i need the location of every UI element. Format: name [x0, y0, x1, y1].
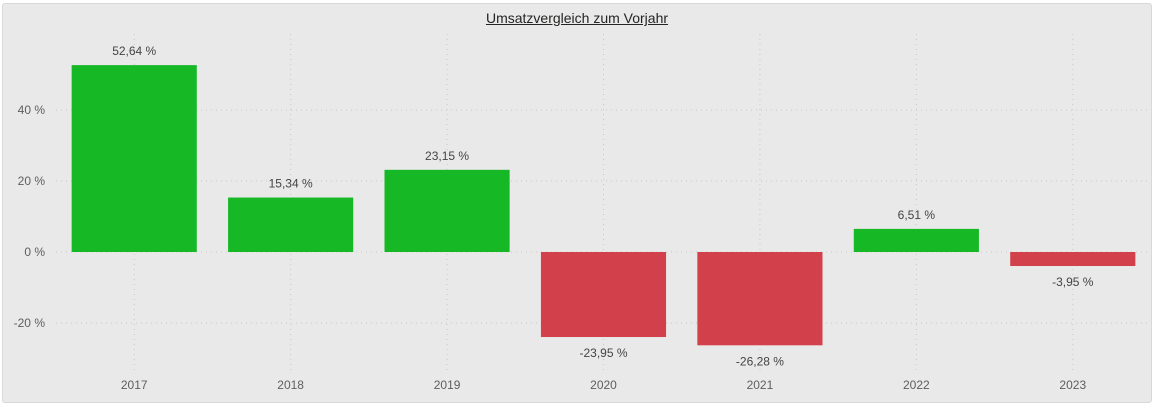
data-label-2018: 15,34 %: [269, 177, 313, 191]
data-label-2021: -26,28 %: [736, 354, 784, 368]
x-tick-label-2020: 2020: [590, 378, 617, 392]
x-tick-label-2018: 2018: [277, 378, 304, 392]
y-tick-label: 0 %: [24, 245, 45, 259]
y-tick-label: 20 %: [18, 174, 46, 188]
y-tick-label: -20 %: [14, 316, 46, 330]
x-tick-label-2021: 2021: [747, 378, 774, 392]
x-tick-label-2019: 2019: [434, 378, 461, 392]
data-label-2019: 23,15 %: [425, 149, 469, 163]
x-tick-label-2023: 2023: [1059, 378, 1086, 392]
data-label-2022: 6,51 %: [898, 208, 936, 222]
bar-2018[interactable]: [228, 197, 354, 252]
bar-2023[interactable]: [1010, 252, 1136, 267]
bar-2022[interactable]: [853, 228, 979, 252]
data-label-2023: -3,95 %: [1052, 275, 1094, 289]
x-tick-label-2022: 2022: [903, 378, 930, 392]
bar-2021[interactable]: [697, 252, 823, 346]
bar-2017[interactable]: [71, 65, 197, 253]
bar-2020[interactable]: [540, 252, 667, 338]
y-tick-label: 40 %: [18, 103, 46, 117]
data-label-2020: -23,95 %: [579, 346, 627, 360]
data-label-2017: 52,64 %: [112, 44, 156, 58]
x-tick-label-2017: 2017: [121, 378, 148, 392]
bar-2019[interactable]: [384, 169, 510, 252]
chart-card: Umsatzvergleich zum Vorjahr -20 % 0 % 20 %…: [2, 3, 1152, 403]
bar-chart: -20 % 0 % 20 % 40 % 52,64 % 2017 15,34 % 2018 23…: [14, 34, 1151, 392]
chart-title: Umsatzvergleich zum Vorjahr: [485, 10, 669, 26]
